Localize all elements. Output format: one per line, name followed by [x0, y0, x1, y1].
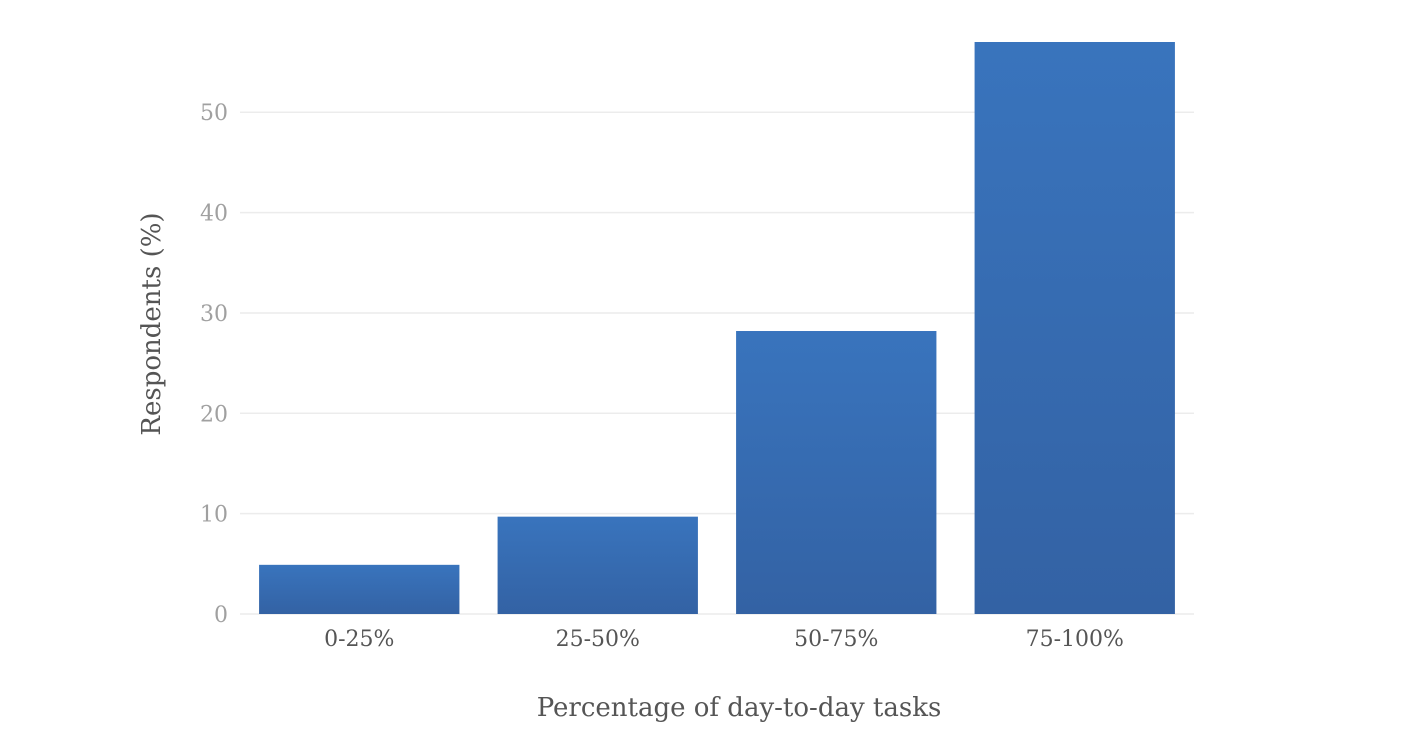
y-tick-label: 40 [200, 202, 228, 227]
x-axis-title: Percentage of day-to-day tasks [537, 693, 942, 723]
x-tick-label: 75-100% [1026, 627, 1124, 652]
y-tick-label: 20 [200, 402, 228, 427]
x-axis-ticks: 0-25% 25-50% 50-75% 75-100% [324, 627, 1124, 652]
bar-25-50% [497, 516, 698, 614]
y-tick-label: 10 [200, 503, 228, 528]
bar-50-75% [736, 331, 937, 614]
y-axis-ticks: 0 10 20 30 40 50 [200, 101, 228, 628]
y-tick-label: 0 [214, 603, 228, 628]
x-tick-label: 0-25% [324, 627, 394, 652]
x-tick-label: 25-50% [556, 627, 640, 652]
bar-75-100% [974, 42, 1175, 614]
y-axis-title: Respondents (%) [137, 212, 167, 435]
x-tick-label: 50-75% [794, 627, 878, 652]
bars [259, 42, 1175, 614]
y-tick-label: 50 [200, 101, 228, 126]
bar-0-25% [259, 564, 460, 614]
y-tick-label: 30 [200, 302, 228, 327]
